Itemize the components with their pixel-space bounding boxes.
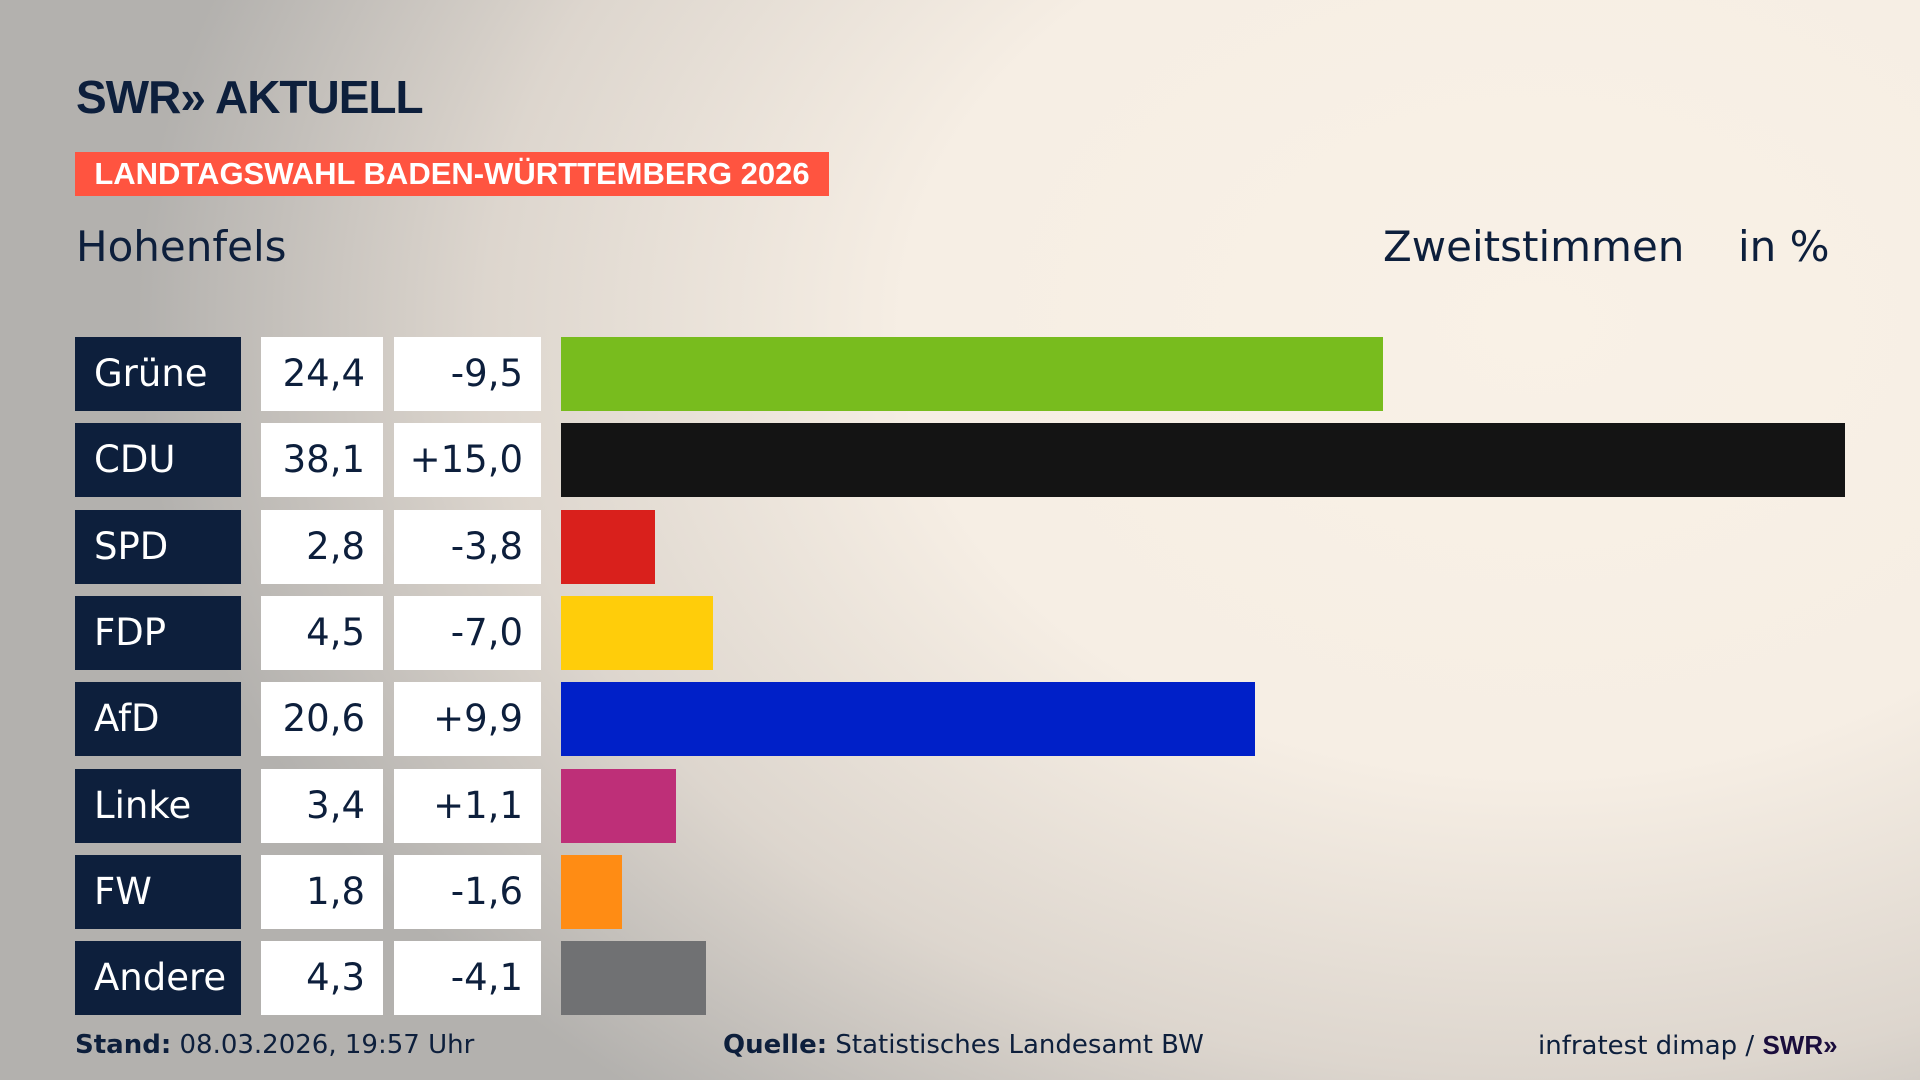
bar-row: FDP 4,5 -7,0 [0,595,1920,670]
party-label: AfD [75,682,241,757]
value-label: 2,8 [261,509,383,584]
value-label: 20,6 [261,682,383,757]
change-label: -4,1 [394,941,541,1016]
credit-info: infratest dimap / SWR» [1538,1030,1838,1061]
bar [561,941,706,1016]
swr-aktuell-logo: SWR» AKTUELL [76,71,424,123]
bar [561,768,676,843]
metric-label: Zweitstimmen [1383,222,1685,271]
party-label: FDP [75,595,241,670]
party-label: Grüne [75,337,241,411]
change-label: +1,1 [394,768,541,843]
bar-row: FW 1,8 -1,6 [0,854,1920,929]
value-label: 1,8 [261,854,383,929]
value-label: 38,1 [261,423,383,498]
value-label: 3,4 [261,768,383,843]
bar-row: Linke 3,4 +1,1 [0,768,1920,843]
bar-row: SPD 2,8 -3,8 [0,509,1920,584]
stand-label: Stand: [75,1030,172,1060]
election-banner: LANDTAGSWAHL BADEN-WÜRTTEMBERG 2026 [75,152,829,196]
change-label: -7,0 [394,595,541,670]
party-label: SPD [75,509,241,584]
bar [561,509,656,584]
bar [561,854,622,929]
bar [561,337,1384,411]
party-label: CDU [75,423,241,498]
change-label: +15,0 [394,423,541,498]
swr-logo: SWR» [1762,1030,1838,1060]
bar [561,423,1845,498]
unit-label: in % [1738,222,1830,271]
value-label: 4,3 [261,941,383,1016]
bar [561,595,713,670]
change-label: -1,6 [394,854,541,929]
source-info: Quelle: Statistisches Landesamt BW [723,1030,1204,1060]
stand-value: 08.03.2026, 19:57 Uhr [179,1030,475,1060]
party-label: Andere [75,941,241,1016]
credit-text: infratest dimap / [1538,1031,1755,1061]
place-title: Hohenfels [76,222,287,271]
party-label: Linke [75,768,241,843]
bar-row: CDU 38,1 +15,0 [0,423,1920,498]
change-label: -3,8 [394,509,541,584]
source-value: Statistisches Landesamt BW [835,1030,1204,1060]
value-label: 24,4 [261,337,383,411]
source-label: Quelle: [723,1030,828,1060]
bar-row: Andere 4,3 -4,1 [0,941,1920,1016]
bar-row: Grüne 24,4 -9,5 [0,337,1920,411]
party-label: FW [75,854,241,929]
bar [561,682,1256,757]
change-label: +9,9 [394,682,541,757]
bar-row: AfD 20,6 +9,9 [0,682,1920,757]
change-label: -9,5 [394,337,541,411]
value-label: 4,5 [261,595,383,670]
stand-info: Stand: 08.03.2026, 19:57 Uhr [75,1030,474,1060]
